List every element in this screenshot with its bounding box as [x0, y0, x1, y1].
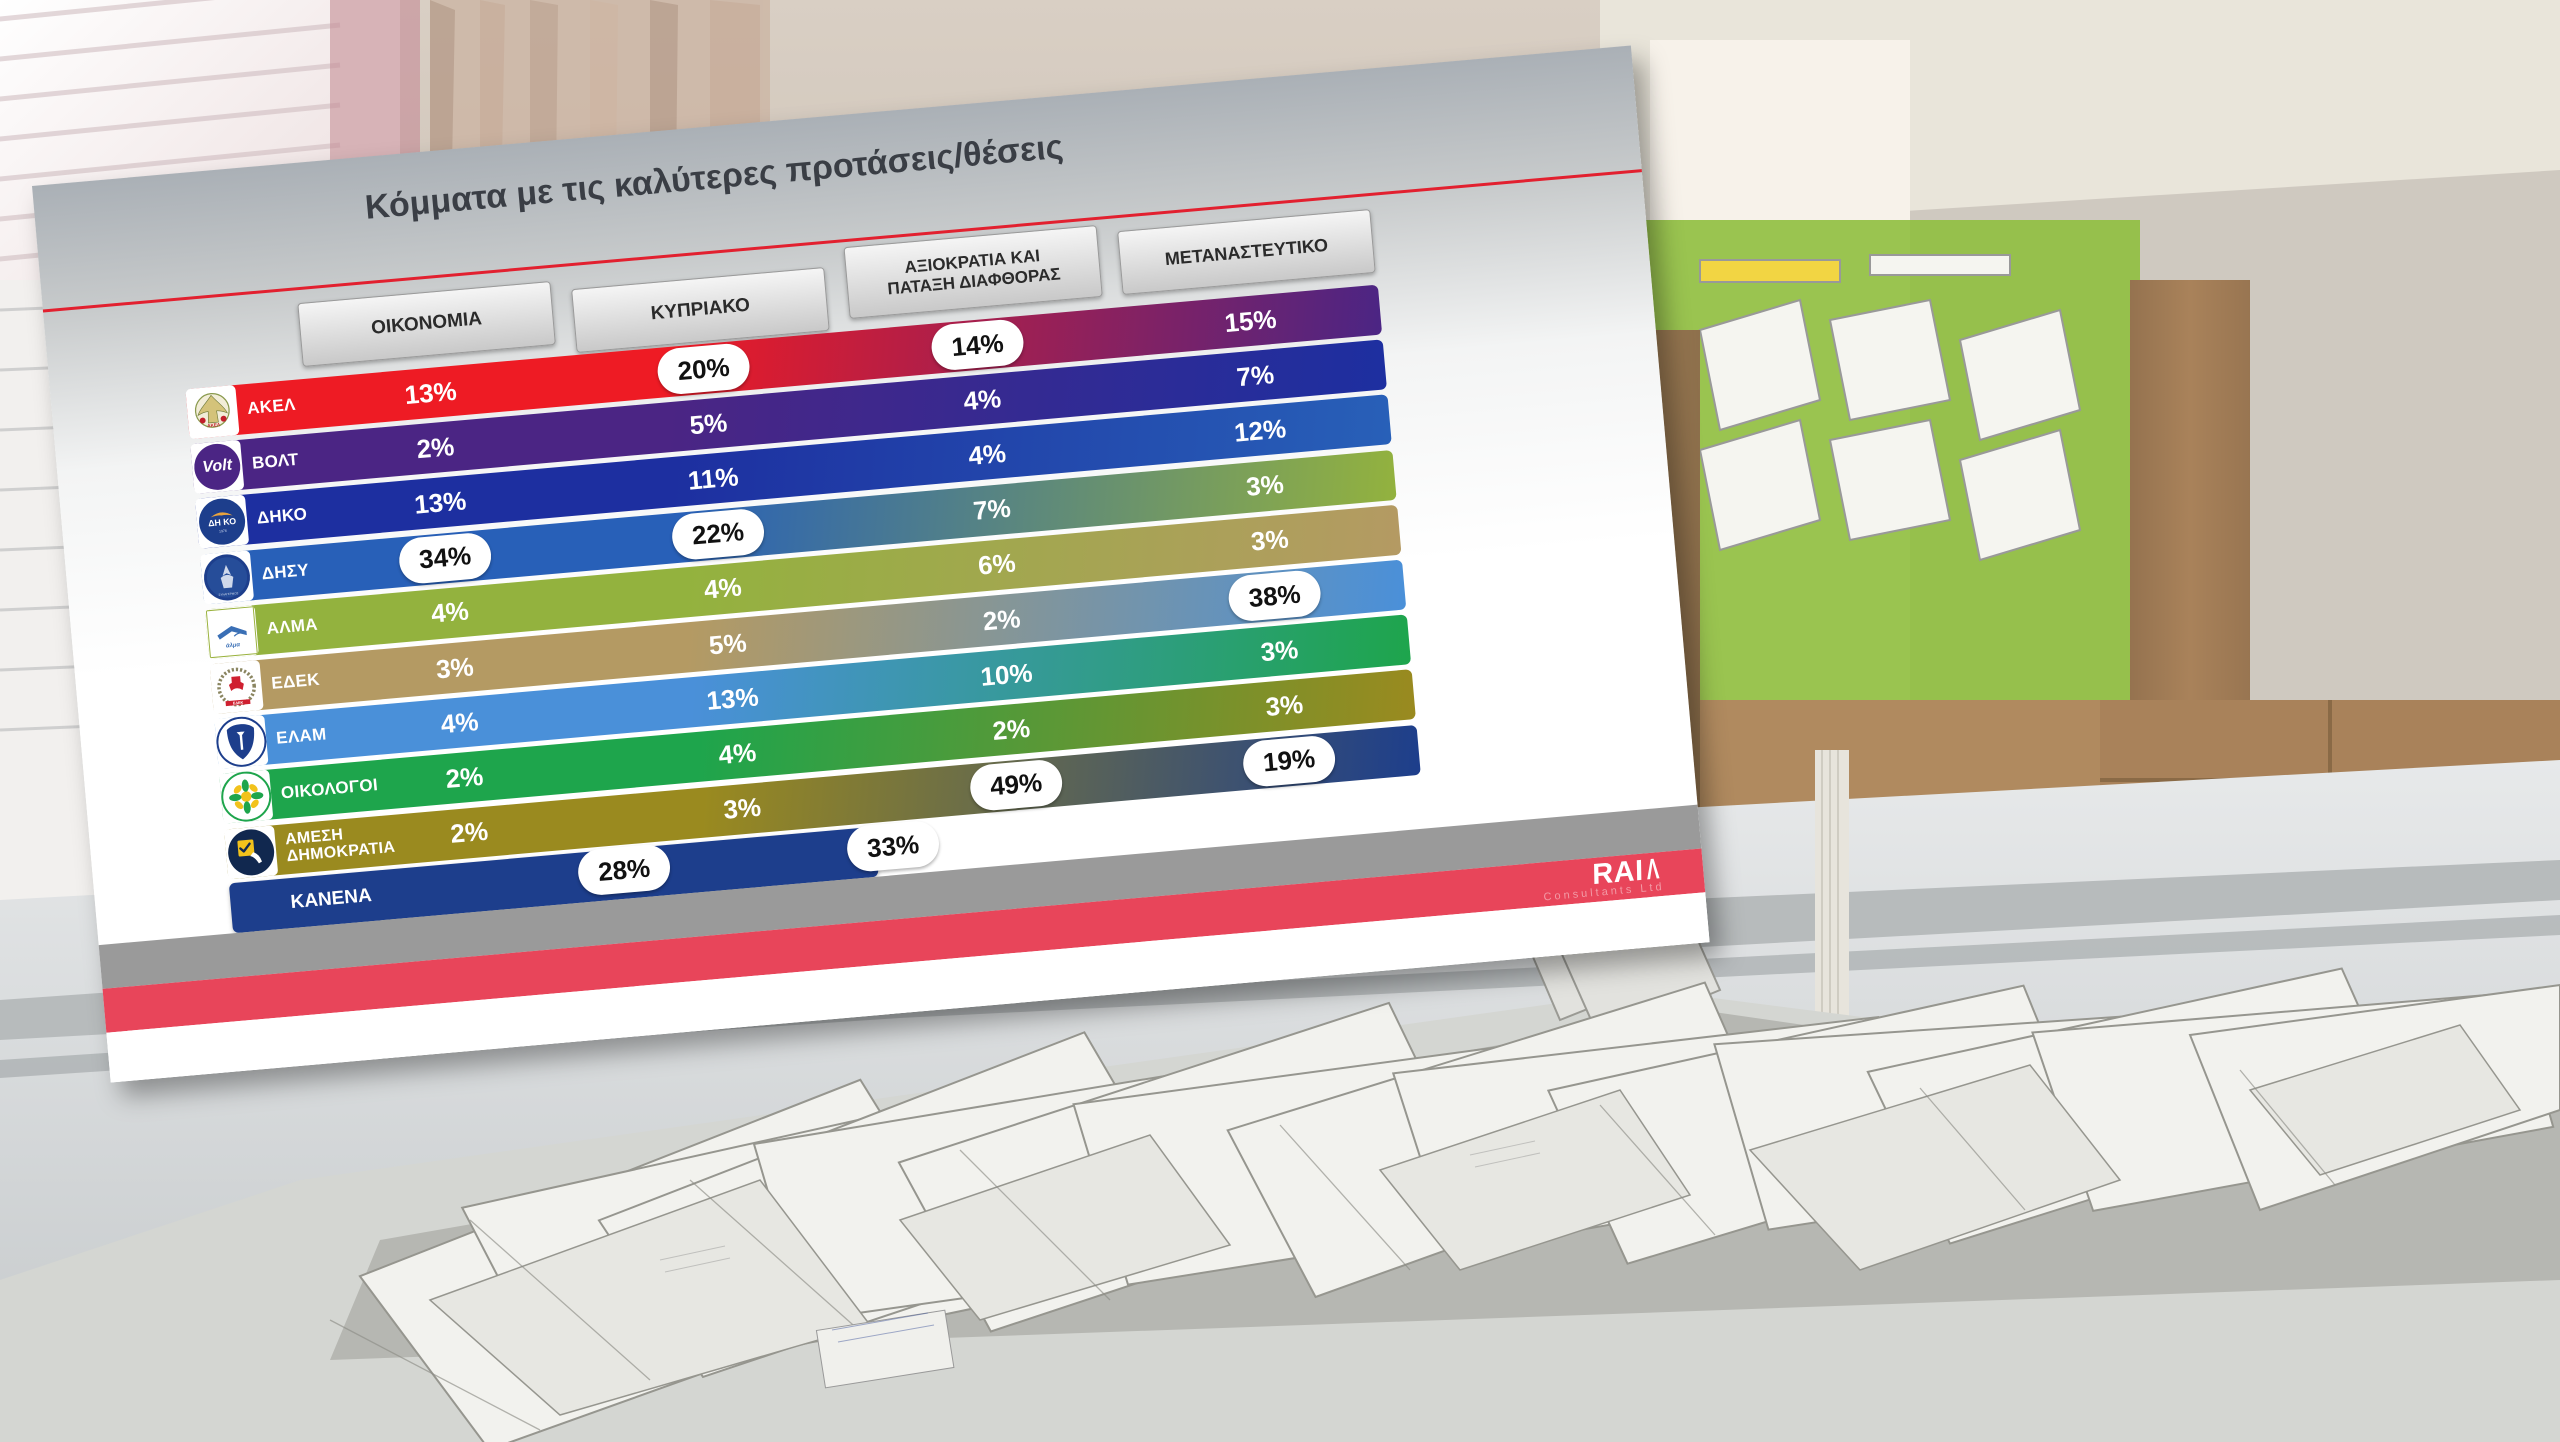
svg-text:ΑΚΕΛ: ΑΚΕΛ	[207, 422, 221, 428]
svg-text:1976: 1976	[219, 529, 227, 534]
svg-text:άλμα: άλμα	[226, 642, 241, 649]
